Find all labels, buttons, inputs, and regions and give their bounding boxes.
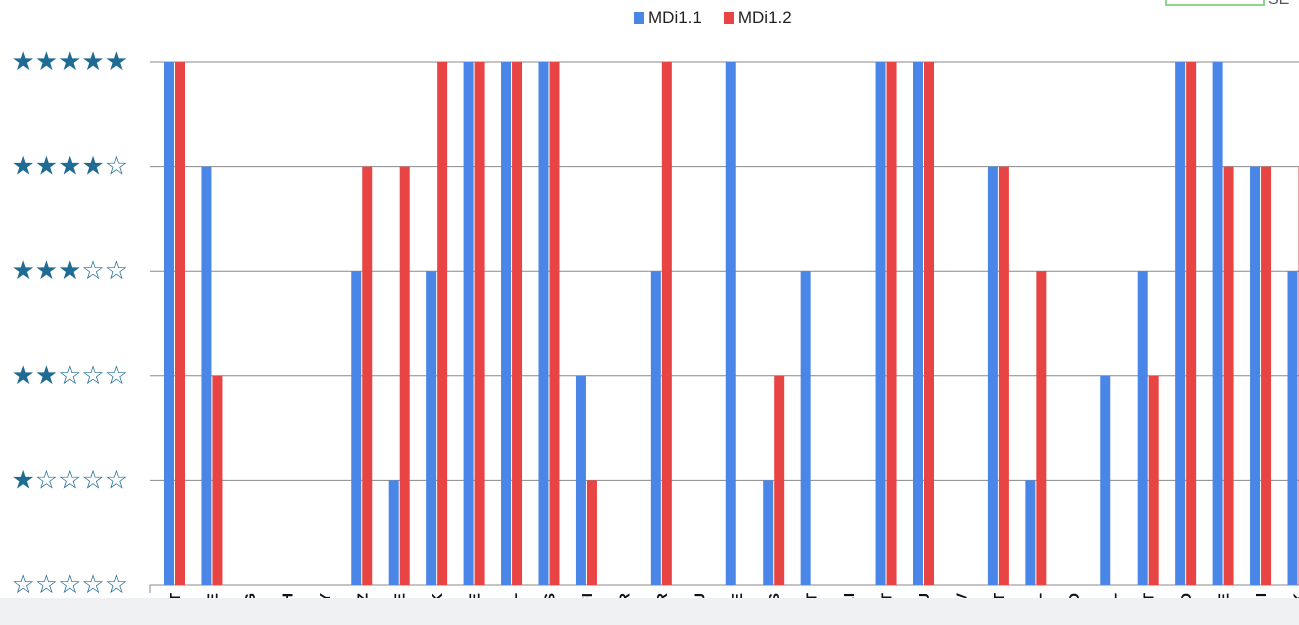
bar-mdi12-ro xyxy=(1186,62,1197,585)
legend: MDi1.1 MDi1.2 xyxy=(634,6,814,30)
bar-mdi11-it xyxy=(800,271,811,585)
y-tick-label: ★★★★☆ xyxy=(11,152,128,182)
bar-mdi11-de xyxy=(388,480,399,585)
bar-mdi12-ee xyxy=(474,62,485,585)
bar-mdi11-be xyxy=(201,166,212,585)
bar-mdi11-mt xyxy=(987,166,998,585)
bar-mdi11-cz xyxy=(351,271,362,585)
corner-text: SE xyxy=(1268,0,1289,9)
bar-mdi12-nl xyxy=(1036,271,1047,585)
bar-mdi11-sk xyxy=(1287,271,1298,585)
bar-mdi11-ro xyxy=(1175,62,1186,585)
bar-mdi12-hr xyxy=(661,62,672,585)
y-tick-label: ★★★☆☆ xyxy=(11,256,128,286)
bar-mdi12-de xyxy=(399,166,410,585)
bar-mdi11-es xyxy=(538,62,549,585)
bar-mdi12-be xyxy=(212,375,223,585)
bar-mdi11-is xyxy=(763,480,774,585)
bar-mdi12-el xyxy=(512,62,523,585)
bar-mdi11-hr xyxy=(650,271,661,585)
legend-label-mdi12: MDi1.2 xyxy=(737,8,792,27)
bar-mdi11-si xyxy=(1250,166,1261,585)
bar-mdi12-lu xyxy=(924,62,934,585)
y-tick-label: ☆☆☆☆☆ xyxy=(11,570,128,600)
bar-mdi11-nl xyxy=(1025,480,1036,585)
bar-mdi11-dk xyxy=(426,271,437,585)
legend-item-mdi11: MDi1.1 xyxy=(634,8,702,28)
bar-mdi12-mt xyxy=(998,166,1009,585)
bar-mdi12-fi xyxy=(586,480,597,585)
bar-mdi12-cz xyxy=(362,166,373,585)
bar-mdi11-ee xyxy=(463,62,474,585)
corner-badge xyxy=(1165,0,1265,6)
bar-mdi12-is xyxy=(774,375,785,585)
bar-mdi11-lt xyxy=(875,62,886,585)
bar-mdi11-lu xyxy=(913,62,923,585)
legend-item-mdi12: MDi1.2 xyxy=(723,8,792,28)
bar-mdi12-lt xyxy=(886,62,897,585)
bar-mdi11-fi xyxy=(575,375,586,585)
bar-mdi11-pl xyxy=(1100,375,1111,585)
bar-mdi12-si xyxy=(1261,166,1272,585)
bar-mdi11-at xyxy=(164,62,174,585)
legend-swatch-mdi12 xyxy=(723,12,734,24)
bottom-strip xyxy=(0,598,1299,625)
y-tick-label: ★☆☆☆☆ xyxy=(11,465,128,495)
bar-mdi12-at xyxy=(175,62,185,585)
bar-mdi12-pt xyxy=(1148,375,1159,585)
bar-mdi11-ie xyxy=(725,62,736,585)
bar-mdi11-se xyxy=(1212,62,1223,585)
y-tick-label: ★★☆☆☆ xyxy=(11,361,128,391)
bar-mdi11-el xyxy=(501,62,512,585)
y-tick-label: ★★★★★ xyxy=(11,47,128,77)
legend-label-mdi11: MDi1.1 xyxy=(648,8,702,27)
bar-mdi12-se xyxy=(1223,166,1234,585)
bar-mdi12-es xyxy=(549,62,560,585)
bar-mdi11-pt xyxy=(1137,271,1148,585)
legend-swatch-mdi11 xyxy=(634,12,644,24)
bar-mdi12-dk xyxy=(437,62,448,585)
